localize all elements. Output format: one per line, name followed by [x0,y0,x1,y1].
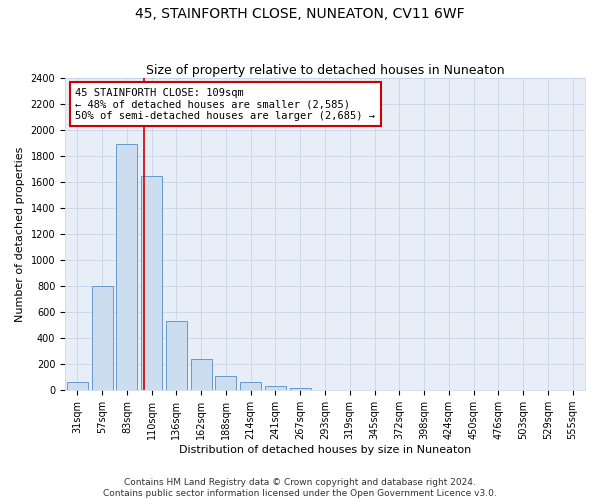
Text: 45, STAINFORTH CLOSE, NUNEATON, CV11 6WF: 45, STAINFORTH CLOSE, NUNEATON, CV11 6WF [135,8,465,22]
Bar [116,144,137,390]
Bar [240,382,261,390]
Title: Size of property relative to detached houses in Nuneaton: Size of property relative to detached ho… [146,64,505,77]
Bar [215,376,236,390]
X-axis label: Distribution of detached houses by size in Nuneaton: Distribution of detached houses by size … [179,445,471,455]
Bar [191,359,212,390]
Bar [92,286,113,390]
Y-axis label: Number of detached properties: Number of detached properties [15,146,25,322]
Bar [166,322,187,390]
Bar [290,388,311,390]
Text: Contains HM Land Registry data © Crown copyright and database right 2024.
Contai: Contains HM Land Registry data © Crown c… [103,478,497,498]
Bar [67,382,88,390]
Bar [141,176,162,390]
Text: 45 STAINFORTH CLOSE: 109sqm
← 48% of detached houses are smaller (2,585)
50% of : 45 STAINFORTH CLOSE: 109sqm ← 48% of det… [76,88,376,120]
Bar [265,386,286,390]
